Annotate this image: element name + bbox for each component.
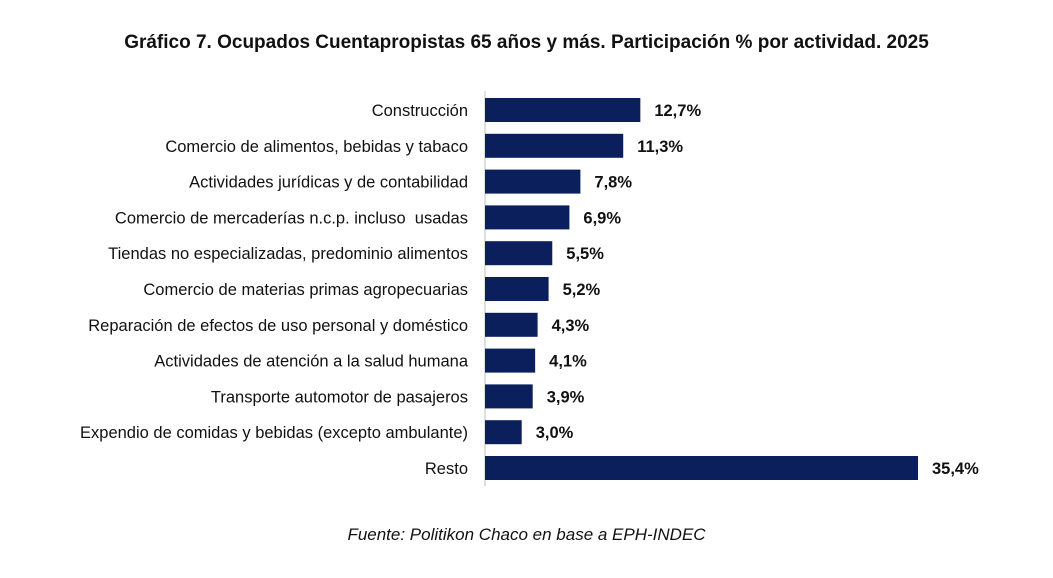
category-label: Actividades jurídicas y de contabilidad — [189, 174, 468, 192]
data-label: 4,1% — [549, 353, 587, 371]
data-label: 4,3% — [552, 317, 590, 335]
bar — [485, 420, 522, 445]
bar — [485, 241, 553, 266]
data-label: 7,8% — [594, 174, 632, 192]
category-label: Comercio de materias primas agropecuaria… — [143, 281, 468, 299]
category-label: Transporte automotor de pasajeros — [211, 388, 468, 406]
category-label: Comercio de mercaderías n.c.p. incluso u… — [115, 209, 468, 227]
data-label: 3,0% — [536, 424, 574, 442]
data-label: 12,7% — [654, 102, 701, 120]
data-label: 11,3% — [637, 138, 683, 156]
data-label: 5,5% — [566, 245, 604, 263]
category-label: Resto — [425, 460, 468, 478]
bar — [485, 169, 581, 194]
bar — [485, 133, 624, 158]
category-label: Reparación de efectos de uso personal y … — [88, 317, 468, 335]
bar — [485, 384, 533, 409]
data-label: 3,9% — [547, 388, 585, 406]
category-label: Expendio de comidas y bebidas (excepto a… — [80, 424, 468, 442]
bar — [485, 456, 918, 480]
category-label: Actividades de atención a la salud human… — [154, 353, 469, 371]
category-label: Construcción — [372, 102, 468, 120]
bar — [485, 348, 536, 373]
category-label: Comercio de alimentos, bebidas y tabaco — [165, 138, 468, 156]
chart-title: Gráfico 7. Ocupados Cuentapropistas 65 a… — [124, 32, 929, 53]
data-label: 5,2% — [563, 281, 601, 299]
bar — [485, 98, 641, 122]
bar — [485, 277, 549, 301]
bar — [485, 312, 538, 337]
data-label: 6,9% — [583, 209, 621, 227]
bar — [485, 205, 570, 230]
source-note: Fuente: Politikon Chaco en base a EPH-IN… — [347, 525, 706, 544]
category-label: Tiendas no especializadas, predominio al… — [108, 245, 468, 263]
data-label: 35,4% — [932, 460, 979, 478]
